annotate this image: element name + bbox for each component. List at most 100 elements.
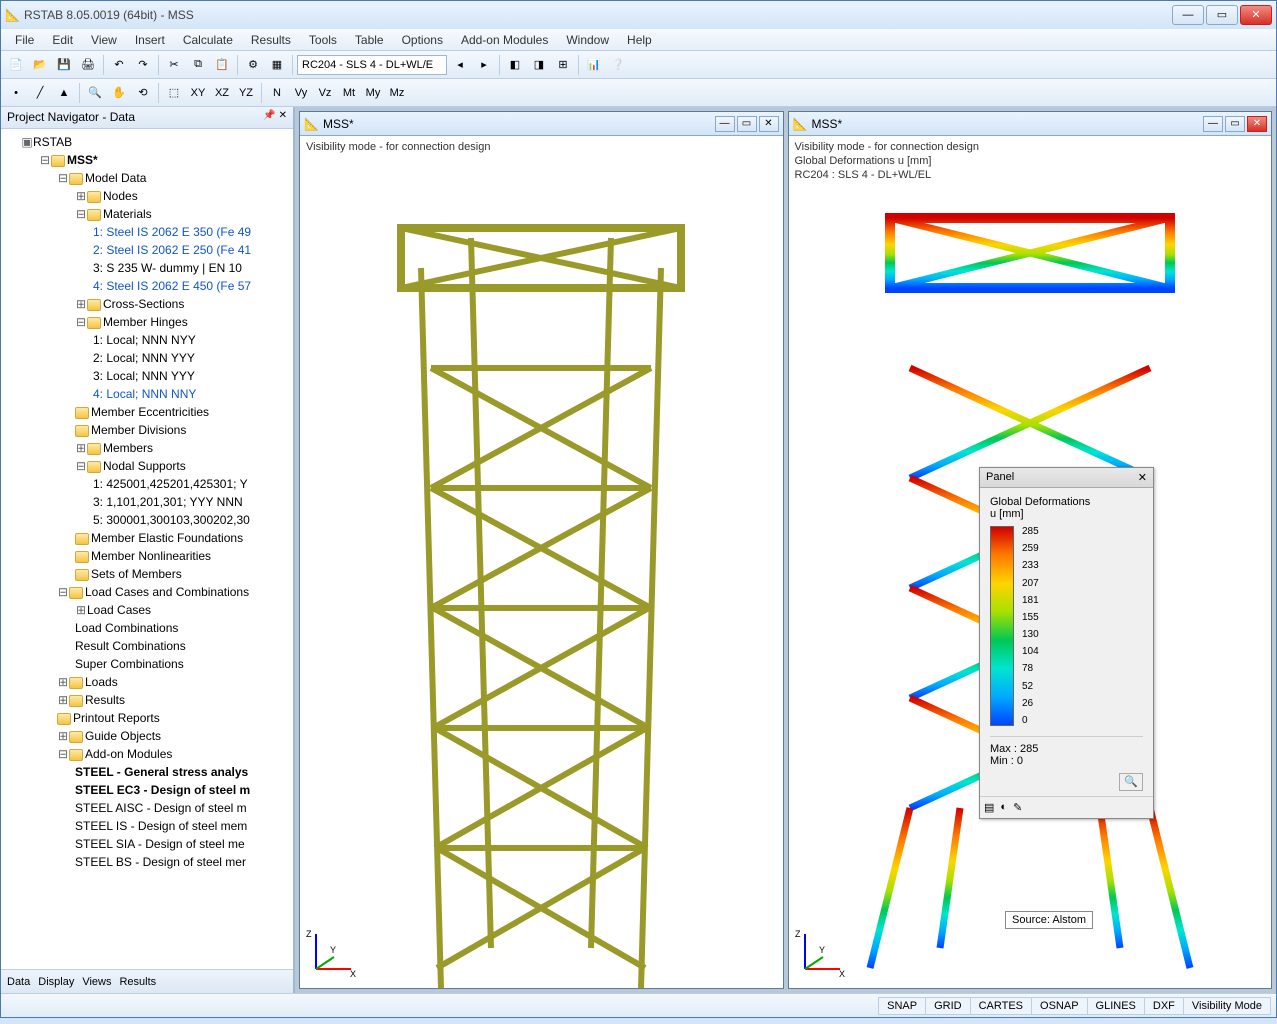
- mdi-right-min[interactable]: —: [1203, 116, 1223, 132]
- tree-rcomb[interactable]: Result Combinations: [75, 639, 186, 653]
- mdi-left-max[interactable]: ▭: [737, 116, 757, 132]
- project-tree[interactable]: ▣RSTAB ⊟MSS* ⊟Model Data ⊞Nodes ⊟Materia…: [1, 129, 293, 969]
- tb-mz-icon[interactable]: Mz: [386, 82, 408, 104]
- tree-ad3[interactable]: STEEL AISC - Design of steel m: [75, 801, 247, 815]
- status-vis[interactable]: Visibility Mode: [1183, 997, 1271, 1015]
- tree-mecc[interactable]: Member Eccentricities: [91, 405, 209, 419]
- tb-zoom-icon[interactable]: 🔍: [84, 82, 106, 104]
- tree-addon[interactable]: Add-on Modules: [85, 747, 172, 761]
- mdi-right-max[interactable]: ▭: [1225, 116, 1245, 132]
- tb-redo-icon[interactable]: ↷: [132, 54, 154, 76]
- panel-tab1-icon[interactable]: ▤: [984, 801, 994, 814]
- tb-cut-icon[interactable]: ✂: [163, 54, 185, 76]
- nav-tab-results[interactable]: Results: [119, 976, 156, 988]
- panel-tab2-icon[interactable]: ◐: [1000, 801, 1007, 814]
- tb-new-icon[interactable]: 📄: [5, 54, 27, 76]
- maximize-button[interactable]: ▭: [1206, 5, 1238, 25]
- tb-table-icon[interactable]: ▦: [266, 54, 288, 76]
- viewport-left[interactable]: Visibility mode - for connection design: [300, 136, 783, 988]
- tb-rotate-icon[interactable]: ⟲: [132, 82, 154, 104]
- tree-som[interactable]: Sets of Members: [91, 567, 182, 581]
- menu-calculate[interactable]: Calculate: [175, 31, 241, 49]
- tb-n-icon[interactable]: N: [266, 82, 288, 104]
- tree-guide[interactable]: Guide Objects: [85, 729, 161, 743]
- tb-iso-icon[interactable]: ⬚: [163, 82, 185, 104]
- panel-close-icon[interactable]: ✕: [1138, 471, 1147, 484]
- tree-mh[interactable]: Member Hinges: [103, 315, 188, 329]
- mdi-left-close[interactable]: ✕: [759, 116, 779, 132]
- tree-mh4[interactable]: 4: Local; NNN NNY: [93, 387, 196, 401]
- tree-lc[interactable]: Load Cases: [87, 603, 151, 617]
- tb-vz-icon[interactable]: Vz: [314, 82, 336, 104]
- tb-save-icon[interactable]: 💾: [53, 54, 75, 76]
- tree-lcc[interactable]: Load Cases and Combinations: [85, 585, 249, 599]
- tb-vy-icon[interactable]: Vy: [290, 82, 312, 104]
- tree-scomb[interactable]: Super Combinations: [75, 657, 184, 671]
- tree-lcomb[interactable]: Load Combinations: [75, 621, 178, 635]
- menu-options[interactable]: Options: [394, 31, 451, 49]
- tree-cs[interactable]: Cross-Sections: [103, 297, 184, 311]
- tb-pan-icon[interactable]: ✋: [108, 82, 130, 104]
- menu-results[interactable]: Results: [243, 31, 299, 49]
- tb-support-icon[interactable]: ▲: [53, 82, 75, 104]
- mdi-left-min[interactable]: —: [715, 116, 735, 132]
- tree-ad5[interactable]: STEEL SIA - Design of steel me: [75, 837, 245, 851]
- status-osnap[interactable]: OSNAP: [1031, 997, 1088, 1015]
- tree-mdiv[interactable]: Member Divisions: [91, 423, 186, 437]
- tb-open-icon[interactable]: 📂: [29, 54, 51, 76]
- nav-tab-data[interactable]: Data: [7, 976, 30, 988]
- menu-help[interactable]: Help: [619, 31, 660, 49]
- menu-file[interactable]: File: [7, 31, 42, 49]
- panel-zoom-icon[interactable]: 🔍: [1119, 773, 1143, 791]
- tree-mh3[interactable]: 3: Local; NNN YYY: [93, 369, 195, 383]
- tb-copy-icon[interactable]: ⧉: [187, 54, 209, 76]
- tree-mef[interactable]: Member Elastic Foundations: [91, 531, 243, 545]
- tree-project[interactable]: MSS*: [67, 153, 98, 167]
- tree-nodes[interactable]: Nodes: [103, 189, 138, 203]
- loadcase-combo[interactable]: RC204 - SLS 4 - DL+WL/E: [297, 55, 447, 75]
- tb-next-icon[interactable]: ▸: [473, 54, 495, 76]
- tb-view3-icon[interactable]: ⊞: [552, 54, 574, 76]
- tree-materials[interactable]: Materials: [103, 207, 152, 221]
- pin-icon[interactable]: 📌 ✕: [263, 110, 287, 125]
- tree-ns1[interactable]: 1: 425001,425201,425301; Y: [93, 477, 248, 491]
- minimize-button[interactable]: —: [1172, 5, 1204, 25]
- tree-results[interactable]: Results: [85, 693, 125, 707]
- tree-mat4[interactable]: 4: Steel IS 2062 E 450 (Fe 57: [93, 279, 251, 293]
- tree-mh1[interactable]: 1: Local; NNN NYY: [93, 333, 196, 347]
- tree-ad4[interactable]: STEEL IS - Design of steel mem: [75, 819, 247, 833]
- close-button[interactable]: ✕: [1240, 5, 1272, 25]
- tb-help-icon[interactable]: ❔: [607, 54, 629, 76]
- tb-my-icon[interactable]: My: [362, 82, 384, 104]
- tree-ad1[interactable]: STEEL - General stress analys: [75, 765, 248, 779]
- menu-insert[interactable]: Insert: [127, 31, 173, 49]
- tree-printout[interactable]: Printout Reports: [73, 711, 160, 725]
- tree-mat1[interactable]: 1: Steel IS 2062 E 350 (Fe 49: [93, 225, 251, 239]
- tb-yz-icon[interactable]: YZ: [235, 82, 257, 104]
- tree-mnon[interactable]: Member Nonlinearities: [91, 549, 211, 563]
- tb-mt-icon[interactable]: Mt: [338, 82, 360, 104]
- tb-print-icon[interactable]: 🖨: [77, 54, 99, 76]
- menu-table[interactable]: Table: [347, 31, 392, 49]
- status-grid[interactable]: GRID: [925, 997, 971, 1015]
- tb-xy-icon[interactable]: XY: [187, 82, 209, 104]
- tb-node-icon[interactable]: •: [5, 82, 27, 104]
- menu-view[interactable]: View: [83, 31, 125, 49]
- nav-tab-display[interactable]: Display: [38, 976, 74, 988]
- tb-undo-icon[interactable]: ↶: [108, 54, 130, 76]
- tb-view1-icon[interactable]: ◧: [504, 54, 526, 76]
- tree-ns3[interactable]: 3: 1,101,201,301; YYY NNN: [93, 495, 243, 509]
- tree-ns5[interactable]: 5: 300001,300103,300202,30: [93, 513, 250, 527]
- status-snap[interactable]: SNAP: [878, 997, 926, 1015]
- menu-edit[interactable]: Edit: [44, 31, 81, 49]
- mdi-right-close[interactable]: ✕: [1247, 116, 1267, 132]
- tb-xz-icon[interactable]: XZ: [211, 82, 233, 104]
- tree-root[interactable]: RSTAB: [33, 135, 72, 149]
- status-cartes[interactable]: CARTES: [970, 997, 1032, 1015]
- menu-addon[interactable]: Add-on Modules: [453, 31, 556, 49]
- status-glines[interactable]: GLINES: [1087, 997, 1145, 1015]
- menu-tools[interactable]: Tools: [301, 31, 345, 49]
- menu-window[interactable]: Window: [558, 31, 617, 49]
- tree-mat2[interactable]: 2: Steel IS 2062 E 250 (Fe 41: [93, 243, 251, 257]
- tree-modeldata[interactable]: Model Data: [85, 171, 146, 185]
